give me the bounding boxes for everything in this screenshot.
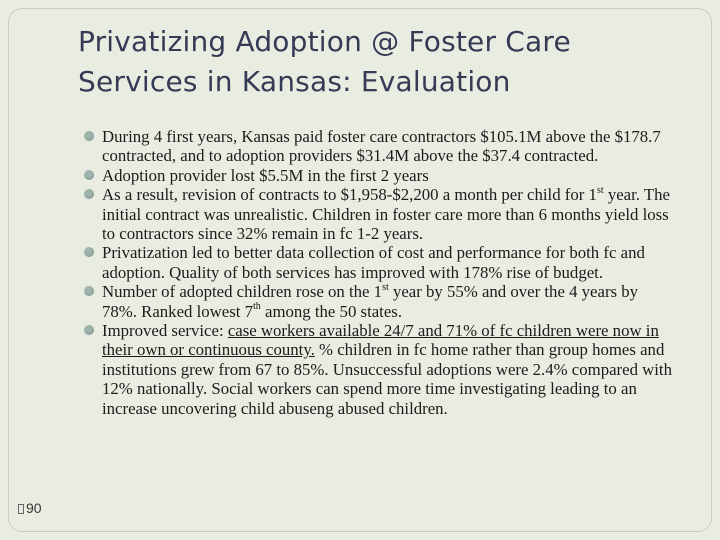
bullet-icon (84, 325, 94, 336)
bullet-text-part: % children in fc home rather than group … (102, 340, 672, 418)
bullet-text: Privatization led to better data collect… (102, 243, 645, 282)
bullet-item: Number of adopted children rose on the 1… (84, 282, 676, 321)
superscript: th (253, 301, 261, 313)
bullet-icon (84, 189, 94, 200)
bullet-item: During 4 first years, Kansas paid foster… (84, 127, 676, 166)
bullet-icon (84, 169, 94, 180)
slide-content: During 4 first years, Kansas paid foster… (84, 127, 676, 418)
page-number-text: 90 (26, 500, 42, 516)
bullet-text: During 4 first years, Kansas paid foster… (102, 127, 661, 166)
bullet-text-part: As a result, revision of contracts to $1… (102, 185, 597, 205)
slide-title: Privatizing Adoption @ Foster Care Servi… (78, 22, 678, 102)
bullet-text-part: Number of adopted children rose on the 1 (102, 282, 383, 302)
superscript: st (382, 281, 389, 293)
bullet-icon (84, 286, 94, 297)
page-number-marker-icon (18, 504, 24, 514)
bullet-item: As a result, revision of contracts to $1… (84, 185, 676, 243)
bullet-item: Improved service: case workers available… (84, 321, 676, 418)
bullet-icon (84, 247, 94, 258)
superscript: st (596, 184, 604, 196)
bullet-text-part: among the 50 states. (260, 301, 403, 321)
slide-frame (8, 8, 712, 532)
underlined-text: case workers available 24/7 and 71% of f… (102, 321, 659, 360)
title-line-1: Privatizing Adoption @ Foster Care (78, 25, 571, 58)
bullet-text: Adoption provider lost $5.5M in the firs… (102, 165, 429, 185)
bullet-text-part: year. The initial contract was unrealist… (102, 185, 670, 244)
bullet-item: Privatization led to better data collect… (84, 243, 676, 282)
bullet-text-part: Improved service: (102, 321, 228, 341)
title-line-2: Services in Kansas: Evaluation (78, 65, 511, 98)
bullet-list: During 4 first years, Kansas paid foster… (84, 127, 676, 418)
bullet-text-part: year by 55% and over the 4 years by 78%.… (102, 282, 639, 321)
bullet-item: Adoption provider lost $5.5M in the firs… (84, 166, 676, 185)
page-number: 90 (18, 500, 42, 516)
bullet-icon (84, 131, 94, 141)
